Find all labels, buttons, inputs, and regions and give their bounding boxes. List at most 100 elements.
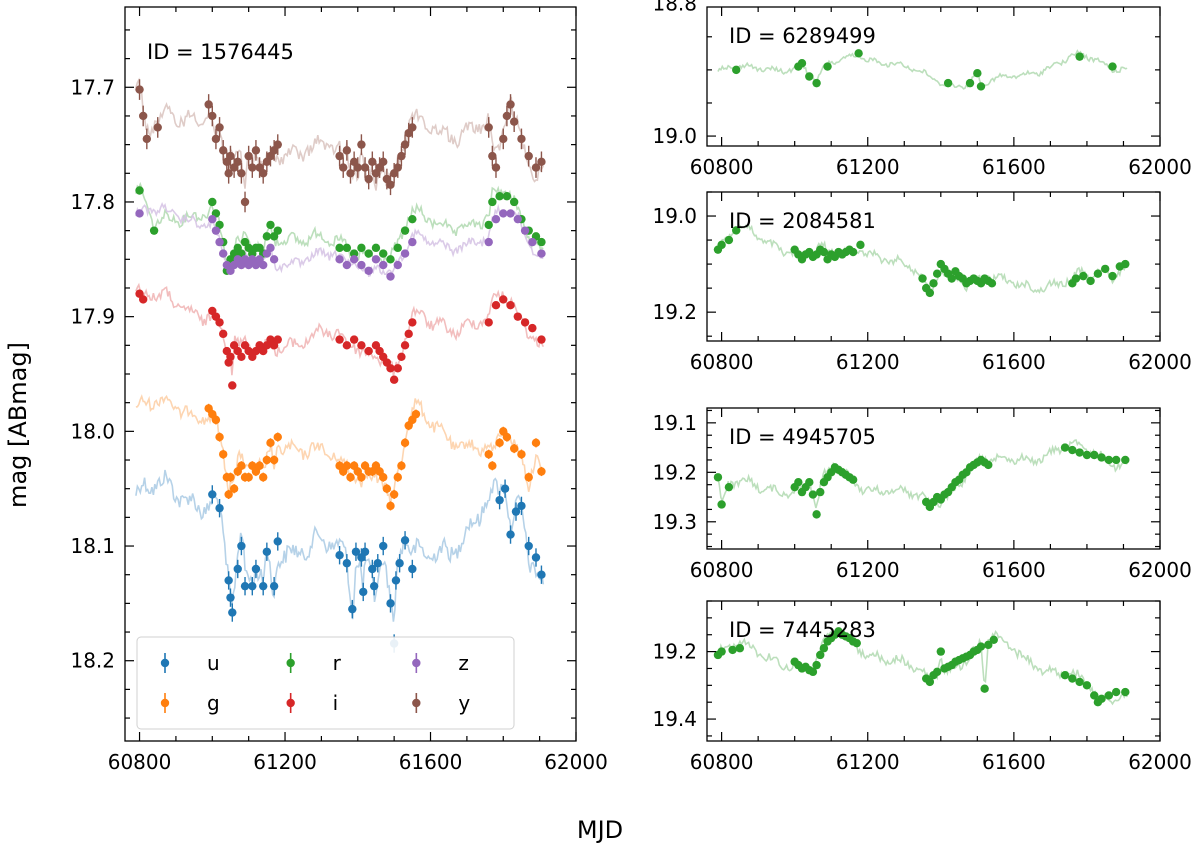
data-point-r	[335, 243, 344, 253]
x-tick-label: 62000	[1128, 750, 1192, 774]
data-point-u	[359, 587, 368, 597]
data-point-g	[724, 482, 734, 492]
data-point-r	[379, 249, 388, 258]
data-point-i	[404, 329, 413, 339]
y-tick-label: 19.0	[652, 204, 697, 228]
data-point-g	[732, 65, 741, 75]
x-tick-label: 61200	[253, 750, 317, 774]
x-tick-label: 61600	[399, 750, 463, 774]
data-point-u	[511, 507, 521, 516]
data-point-i	[520, 318, 530, 327]
data-point-z	[379, 260, 388, 270]
data-point-g	[925, 677, 935, 687]
data-point-i	[513, 312, 523, 321]
x-tick-label: 60800	[690, 558, 754, 582]
data-point-g	[976, 642, 986, 651]
data-point-z	[400, 249, 410, 258]
data-point-g	[346, 473, 355, 482]
data-point-g	[812, 660, 821, 670]
data-point-g	[502, 432, 512, 442]
data-point-r	[495, 192, 504, 201]
data-point-g	[987, 279, 997, 288]
data-point-g	[229, 484, 239, 493]
data-point-r	[484, 220, 493, 230]
panel-annotation: ID = 4945705	[729, 425, 876, 449]
legend-label: r	[333, 651, 342, 675]
data-point-g	[382, 484, 392, 493]
data-point-u	[335, 551, 344, 560]
legend-marker	[412, 658, 421, 668]
data-point-i	[389, 375, 399, 384]
data-point-g	[273, 432, 282, 442]
data-point-i	[226, 352, 235, 361]
data-point-g	[1111, 455, 1121, 465]
data-point-g	[732, 226, 741, 235]
data-point-g	[1101, 264, 1110, 274]
data-point-i	[386, 364, 395, 373]
data-point-r	[393, 243, 402, 253]
data-point-g	[495, 438, 504, 448]
data-point-r	[266, 220, 275, 230]
data-point-i	[491, 300, 501, 310]
x-tick-label: 62000	[544, 750, 608, 774]
data-point-g	[509, 444, 519, 453]
x-tick-label: 61600	[982, 155, 1046, 179]
x-tick-label: 62000	[1128, 350, 1192, 374]
data-point-g	[932, 269, 942, 278]
data-point-u	[208, 490, 217, 499]
x-tick-label: 60800	[690, 155, 754, 179]
data-point-g	[1082, 681, 1092, 690]
data-point-g	[484, 450, 493, 459]
data-point-i	[228, 381, 237, 390]
data-point-r	[342, 243, 352, 253]
data-point-g	[932, 667, 942, 677]
panel-0: 60800 61200 61600 62000 17.7 17.8 17.9 18.0 18.1…	[70, 6, 608, 774]
data-point-r	[208, 197, 217, 207]
data-point-y	[219, 146, 228, 155]
data-point-z	[266, 243, 275, 253]
data-point-g	[537, 467, 546, 476]
data-point-g	[812, 78, 821, 88]
data-point-g	[379, 473, 388, 482]
model-curve-r	[135, 181, 544, 274]
panel-3: 60800 61200 61600 62000 19.1 19.2 19.3 ID = 494…	[652, 407, 1192, 582]
data-point-g	[816, 650, 825, 660]
data-point-i	[400, 341, 410, 350]
data-point-z	[215, 237, 224, 247]
model-curve-g4	[717, 627, 1128, 706]
data-point-z	[349, 255, 359, 264]
panel-4: 60800 61200 61600 62000 19.2 19.4 ID = 7445283	[652, 600, 1192, 774]
model-curve-g	[135, 394, 544, 507]
data-point-u	[395, 559, 404, 568]
data-point-g	[854, 49, 863, 58]
panels: 60800 61200 61600 62000 17.7 17.8 17.9 18.0 18.1…	[70, 0, 1191, 774]
data-point-i	[342, 341, 352, 350]
data-point-y	[506, 100, 515, 109]
data-point-z	[506, 209, 515, 218]
data-point-g	[812, 510, 821, 519]
legend-label: u	[207, 651, 220, 675]
data-point-r	[262, 232, 272, 241]
data-point-g	[808, 490, 818, 499]
data-point-y	[339, 163, 348, 172]
data-point-g	[1060, 443, 1070, 452]
legend-box	[136, 636, 515, 730]
data-point-r	[364, 249, 373, 258]
y-tick-label: 17.9	[70, 305, 115, 329]
data-point-u	[506, 530, 515, 539]
y-tick-label: 18.8	[652, 0, 697, 16]
axes-frame	[706, 6, 1161, 147]
data-point-g	[797, 59, 807, 68]
data-point-y	[531, 163, 541, 172]
data-point-i	[393, 364, 402, 373]
data-point-u	[391, 576, 401, 585]
data-point-z	[393, 260, 402, 270]
data-point-u	[351, 547, 361, 556]
data-point-z	[408, 237, 417, 247]
data-point-i	[219, 329, 228, 339]
data-point-u	[531, 553, 541, 562]
data-point-g	[735, 644, 745, 653]
data-point-z	[513, 214, 523, 224]
model-curve-u	[135, 469, 545, 622]
data-point-g	[531, 438, 541, 448]
